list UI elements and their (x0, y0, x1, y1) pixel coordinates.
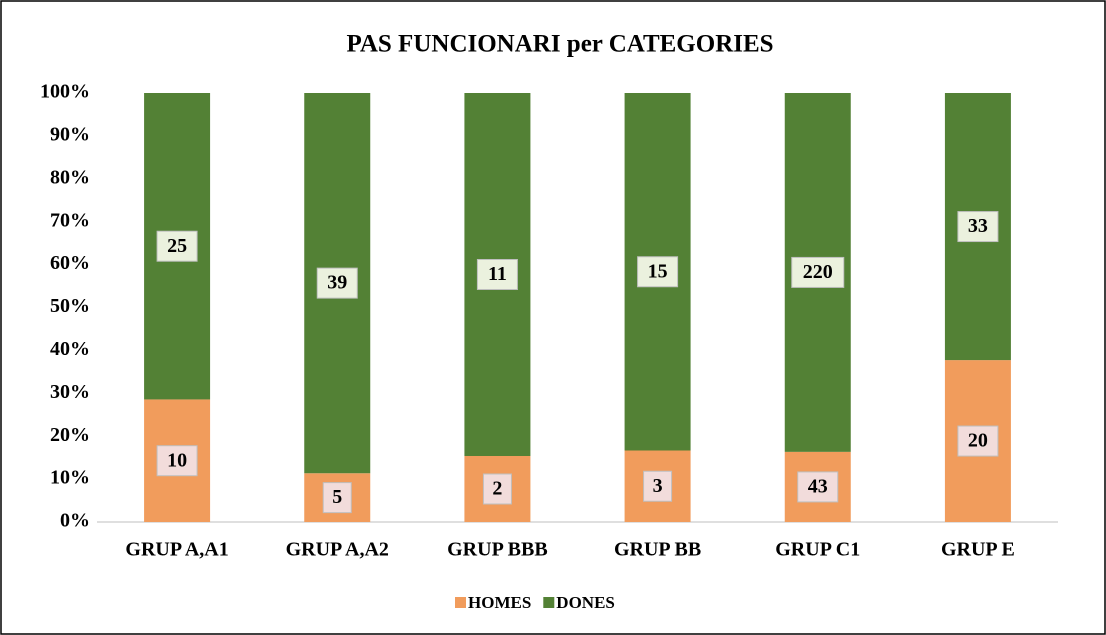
data-label-box (156, 445, 198, 477)
data-label-box (482, 473, 512, 505)
y-tick-label: 50% (50, 295, 90, 317)
x-tick-label: GRUP A,A1 (125, 539, 228, 561)
data-label-box (476, 259, 518, 290)
data-label-box (791, 256, 845, 288)
x-tick-label: GRUP BB (614, 539, 701, 561)
data-label: 33 (968, 215, 988, 237)
y-tick-label: 30% (50, 381, 90, 403)
data-label: 43 (808, 476, 828, 498)
data-label: 15 (648, 260, 668, 282)
y-tick-label: 70% (50, 209, 90, 231)
y-tick-label: 60% (50, 252, 90, 274)
legend-swatch (455, 597, 466, 608)
data-label: 20 (968, 430, 988, 452)
y-tick-label: 100% (40, 81, 90, 103)
data-label-box (643, 470, 673, 502)
data-label-box (316, 267, 358, 299)
data-label-box (957, 425, 999, 457)
x-tick-label: GRUP C1 (775, 539, 860, 561)
data-label: 2 (492, 478, 502, 500)
y-tick-label: 0% (60, 510, 90, 532)
data-label-box (797, 471, 839, 503)
data-label-box (637, 256, 679, 288)
data-label: 3 (653, 475, 663, 497)
data-label: 220 (803, 261, 833, 283)
y-tick-label: 80% (50, 166, 90, 188)
data-label: 39 (327, 272, 347, 294)
legend-label: DONES (556, 593, 615, 612)
data-label-box (322, 482, 352, 514)
y-tick-label: 10% (50, 467, 90, 489)
data-label: 5 (332, 486, 342, 508)
x-tick-label: GRUP BBB (447, 539, 548, 561)
data-label: 11 (488, 263, 507, 285)
data-label-box (156, 230, 198, 262)
legend-swatch (543, 597, 555, 608)
y-tick-label: 20% (50, 424, 90, 446)
data-label: 25 (167, 235, 187, 257)
y-tick-label: 40% (50, 338, 90, 360)
data-label: 10 (167, 449, 187, 471)
legend-label: HOMES (468, 593, 531, 612)
data-label-box (957, 211, 999, 243)
y-tick-label: 90% (50, 123, 90, 145)
chart-title: PAS FUNCIONARI per CATEGORIES (346, 31, 773, 58)
x-tick-label: GRUP E (941, 539, 1015, 561)
x-tick-label: GRUP A,A2 (286, 539, 389, 561)
